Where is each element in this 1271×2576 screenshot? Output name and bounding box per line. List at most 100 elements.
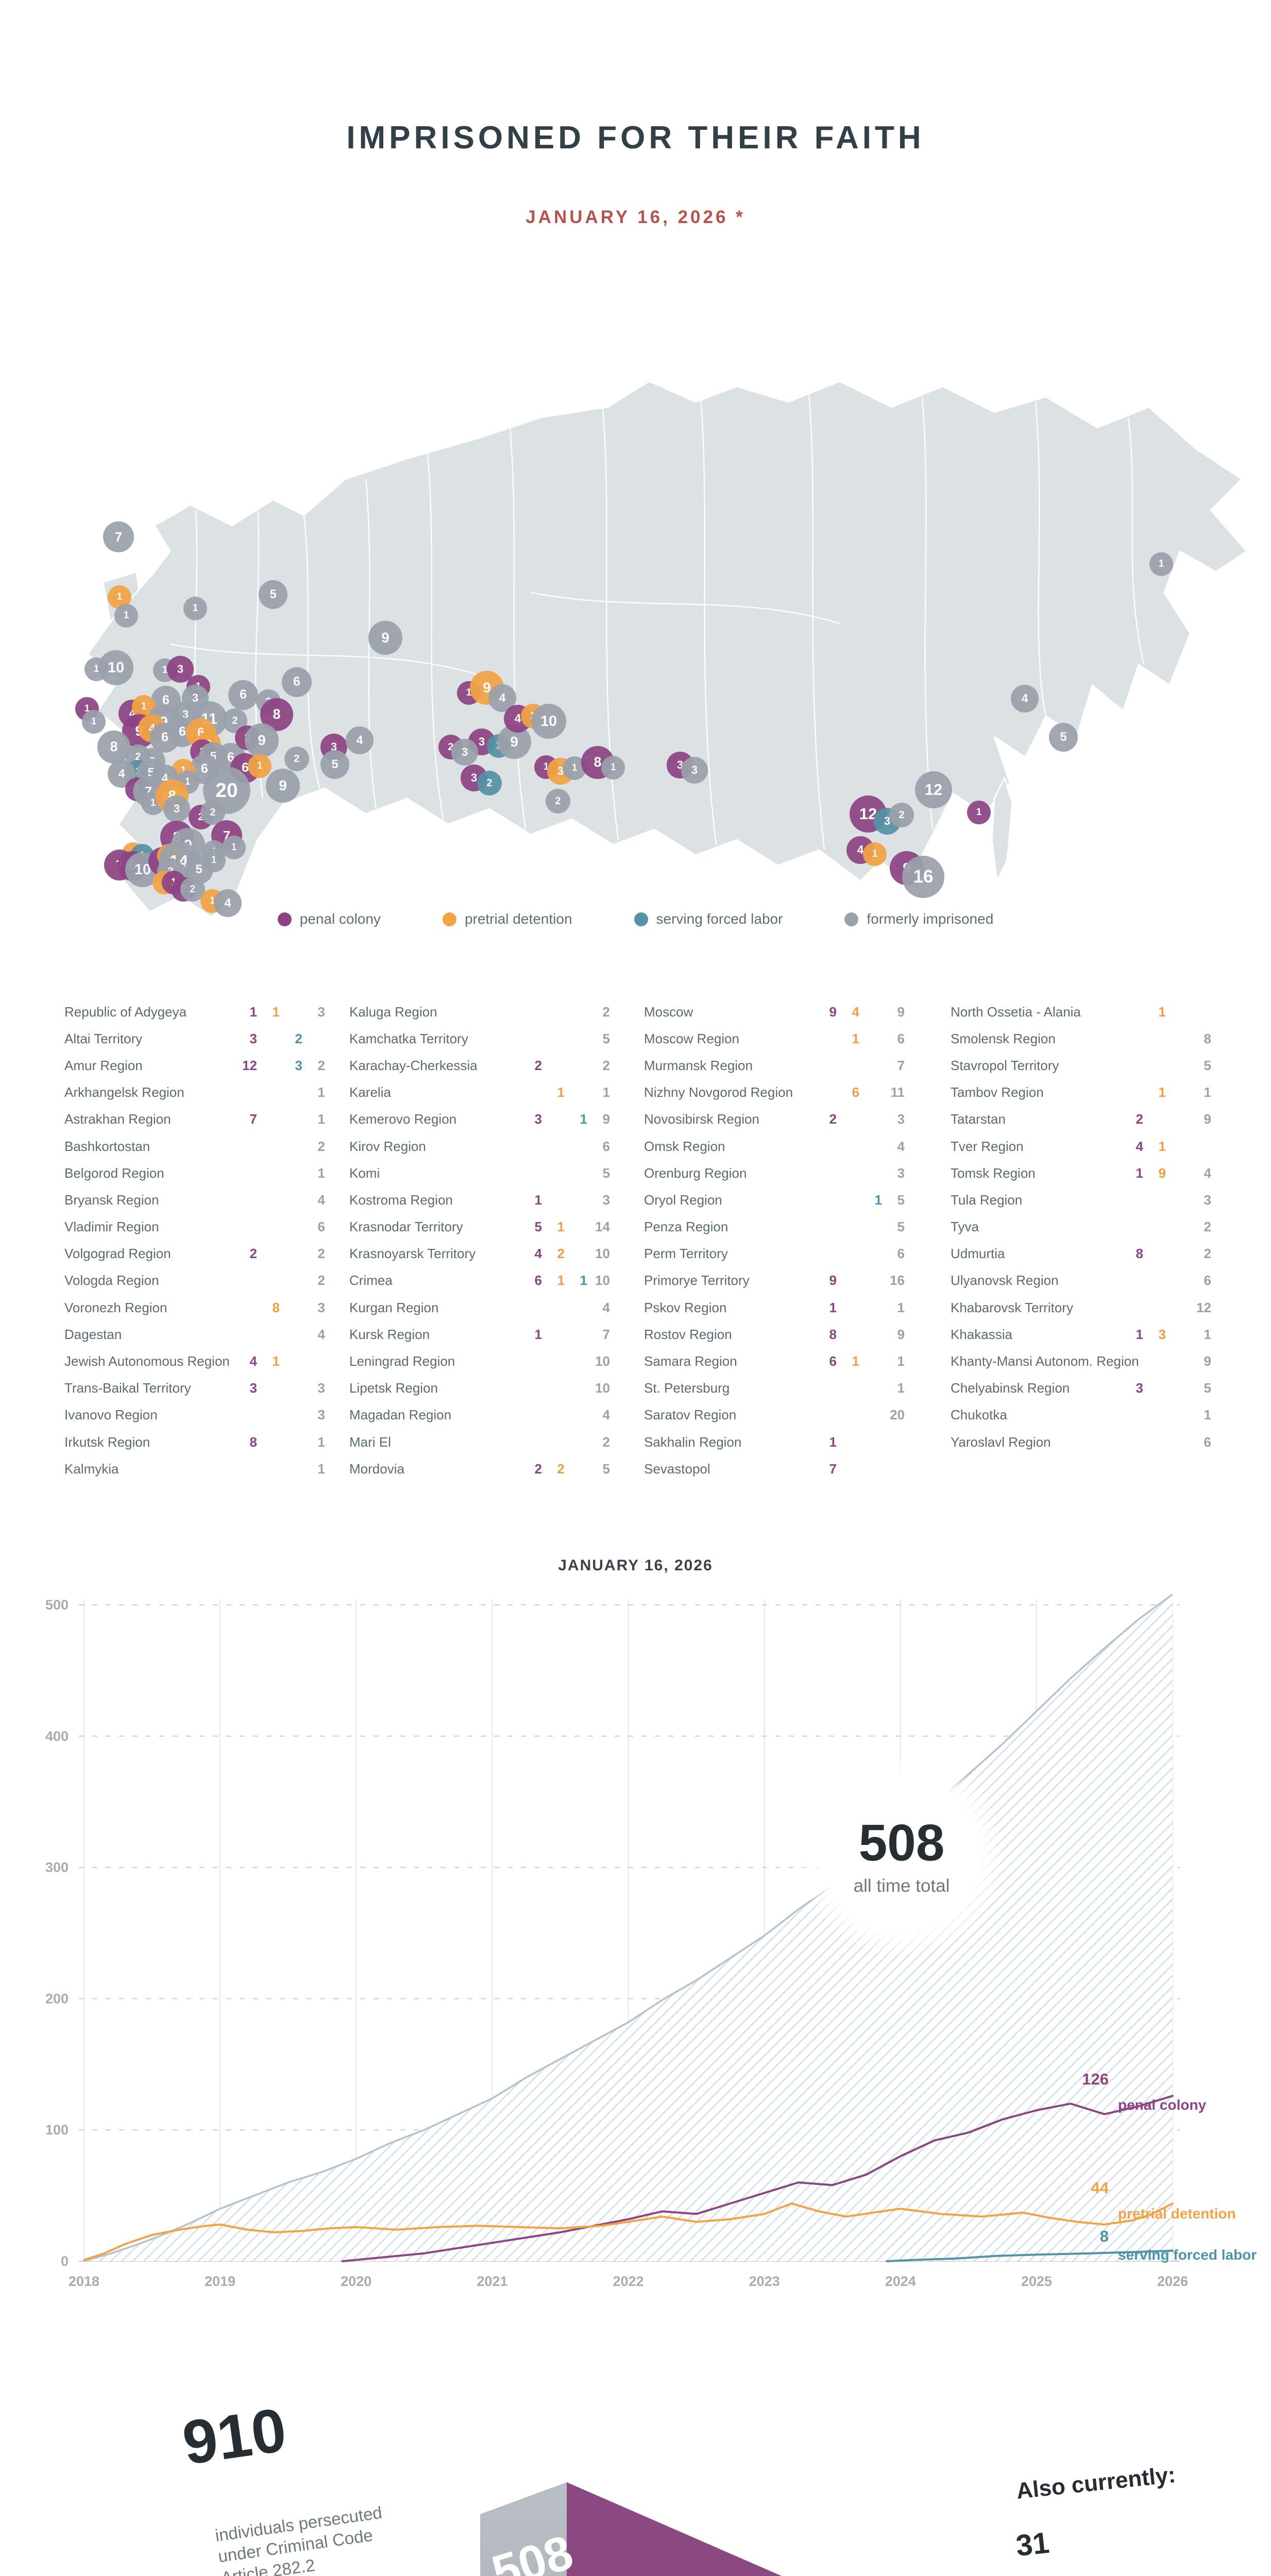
- series-end-label: serving forced labor: [1118, 2246, 1257, 2263]
- region-borders: [170, 391, 1145, 851]
- value-np: 1: [249, 1004, 257, 1020]
- table-row: Penza Region 5: [644, 1214, 912, 1241]
- table-row: Kostroma Region 1 3: [349, 1187, 617, 1213]
- svg-text:200: 200: [45, 1991, 69, 2006]
- table-row: Murmansk Region 7: [644, 1052, 912, 1079]
- value-nl: 2: [295, 1030, 302, 1046]
- table-row: Dagestan 4: [64, 1321, 332, 1348]
- table-row: Pskov Region 1 1: [644, 1294, 912, 1321]
- map-marker: 1: [967, 800, 991, 825]
- value-nf: 10: [595, 1353, 610, 1369]
- value-no: 1: [557, 1273, 565, 1289]
- value-nf: 6: [1204, 1434, 1211, 1450]
- region-name: Kirov Region: [349, 1138, 426, 1154]
- table-row: Tver Region 4 1: [951, 1133, 1218, 1160]
- value-np: 7: [829, 1461, 837, 1477]
- region-name: North Ossetia - Alania: [951, 1004, 1081, 1020]
- map-marker: 9: [245, 723, 279, 757]
- russia-map: 1115911013136628611419946361162252661129…: [15, 283, 1256, 917]
- value-nl: 1: [874, 1192, 882, 1208]
- table-row: Nizhny Novgorod Region 6 11: [644, 1079, 912, 1106]
- value-np: 9: [829, 1004, 837, 1020]
- value-nf: 5: [1204, 1057, 1211, 1073]
- region-name: Chelyabinsk Region: [951, 1380, 1070, 1396]
- region-name: Novosibirsk Region: [644, 1111, 759, 1127]
- value-nf: 1: [897, 1299, 905, 1315]
- value-nf: 2: [1204, 1246, 1211, 1262]
- map-marker: 1: [222, 835, 246, 860]
- svg-text:2019: 2019: [205, 2274, 235, 2289]
- svg-text:0: 0: [61, 2253, 69, 2269]
- map-marker: 1: [601, 755, 625, 780]
- value-no: 8: [272, 1299, 280, 1315]
- table-row: Magadan Region 4: [349, 1402, 617, 1429]
- table-row: Rostov Region 8 9: [644, 1321, 912, 1348]
- table-row: Kaluga Region 2: [349, 998, 617, 1025]
- map-marker: 9: [266, 769, 300, 803]
- region-name: Ivanovo Region: [64, 1407, 158, 1423]
- table-row: Krasnodar Territory 5 1 14: [349, 1214, 617, 1241]
- table-row: Sevastopol 7: [644, 1455, 912, 1482]
- table-row: Arkhangelsk Region 1: [64, 1079, 332, 1106]
- table-row: Moscow 9 4 9: [644, 998, 912, 1025]
- value-no: 1: [1158, 1138, 1166, 1154]
- value-nf: 2: [317, 1138, 325, 1154]
- region-name: Moscow: [644, 1004, 693, 1020]
- legend-item-pretrial: pretrial detention: [442, 911, 572, 927]
- value-np: 4: [534, 1246, 542, 1262]
- page-title: IMPRISONED FOR THEIR FAITH: [346, 120, 925, 156]
- value-nf: 2: [602, 1434, 610, 1450]
- svg-text:2020: 2020: [341, 2274, 371, 2289]
- value-nf: 2: [1204, 1219, 1211, 1235]
- table-row: Jewish Autonomous Region 4 1: [64, 1348, 332, 1375]
- region-name: Belgorod Region: [64, 1165, 164, 1181]
- svg-text:300: 300: [45, 1860, 69, 1875]
- value-no: 2: [557, 1246, 565, 1262]
- region-name: Amur Region: [64, 1057, 143, 1073]
- map-marker: 12: [914, 771, 953, 809]
- value-no: 2: [557, 1461, 565, 1477]
- isometric-illustration: [480, 2482, 782, 2576]
- region-name: Karelia: [349, 1084, 391, 1100]
- table-row: Komi 5: [349, 1160, 617, 1187]
- table-row: Crimea 6 1 1 10: [349, 1267, 617, 1294]
- value-nf: 1: [317, 1434, 325, 1450]
- value-no: 1: [1158, 1084, 1166, 1100]
- map-marker: 2: [477, 770, 502, 796]
- map-marker: 1: [247, 754, 272, 778]
- value-np: 2: [249, 1246, 257, 1262]
- map-legend: penal colony pretrial detention serving fo…: [0, 911, 1271, 927]
- legend-label: formerly imprisoned: [867, 911, 994, 927]
- map-marker: 3: [451, 739, 478, 766]
- persecuted-value: 910: [178, 2395, 291, 2478]
- region-name: Tyva: [951, 1219, 979, 1235]
- value-nf: 5: [1204, 1380, 1211, 1396]
- value-np: 2: [1136, 1111, 1143, 1127]
- value-nf: 6: [1204, 1273, 1211, 1289]
- legend-item-penal: penal colony: [277, 911, 381, 927]
- chart-title: JANUARY 16, 2026: [558, 1557, 713, 1574]
- table-row: Samara Region 6 1 1: [644, 1348, 912, 1375]
- value-nl: 1: [580, 1273, 587, 1289]
- table-row: Bryansk Region 4: [64, 1187, 332, 1213]
- region-name: Smolensk Region: [951, 1030, 1056, 1046]
- value-np: 3: [249, 1030, 257, 1046]
- page-subtitle: JANUARY 16, 2026 *: [526, 207, 745, 227]
- map-marker: 10: [531, 704, 566, 739]
- svg-text:400: 400: [45, 1728, 69, 1744]
- value-np: 1: [1136, 1165, 1143, 1181]
- table-row: Belgorod Region 1: [64, 1160, 332, 1187]
- value-nf: 3: [602, 1192, 610, 1208]
- value-nf: 20: [890, 1407, 905, 1423]
- value-np: 1: [1136, 1326, 1143, 1342]
- table-row: Karelia 1 1: [349, 1079, 617, 1106]
- penal-dot-icon: [277, 912, 292, 926]
- region-name: Penza Region: [644, 1219, 728, 1235]
- value-np: 4: [249, 1353, 257, 1369]
- series-end-label: penal colony: [1118, 2096, 1207, 2113]
- table-row: Orenburg Region 3: [644, 1160, 912, 1187]
- table-row: Tatarstan 2 9: [951, 1106, 1218, 1133]
- value-np: 3: [1136, 1380, 1143, 1396]
- value-nf: 10: [595, 1380, 610, 1396]
